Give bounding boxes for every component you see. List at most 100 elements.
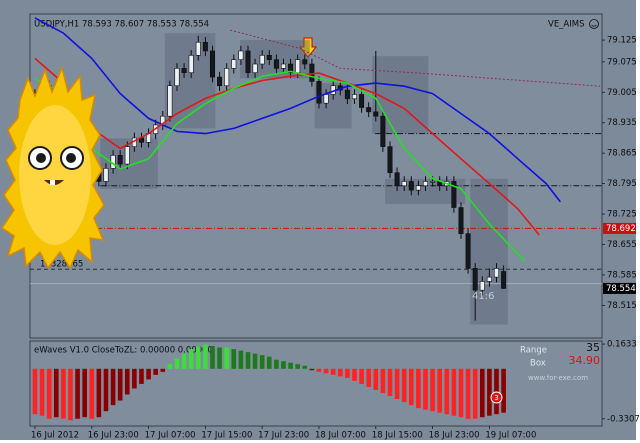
- candle-body: [451, 181, 457, 208]
- histogram-bar: [181, 353, 187, 369]
- candle-body: [458, 207, 464, 234]
- y-tick-label: 78.515: [607, 301, 637, 311]
- price-label: 78.554: [606, 284, 636, 294]
- histogram-bar: [259, 355, 265, 369]
- candle-body: [280, 63, 286, 69]
- histogram-bar: [96, 368, 102, 418]
- candle-body: [465, 233, 471, 269]
- candle-body: [401, 181, 407, 187]
- x-tick-label: 19 Jul 07:00: [485, 431, 536, 441]
- url: www.for-exe.com: [528, 374, 588, 382]
- histogram-bar: [195, 346, 201, 369]
- chart-title: USDJPY,H1 78.593 78.607 78.553 78.554: [34, 20, 209, 30]
- histogram-bar: [203, 344, 208, 369]
- x-tick-label: 17 Jul 23:00: [258, 431, 309, 441]
- candle-body: [302, 59, 308, 65]
- histogram-bar: [117, 368, 123, 401]
- histogram-bar: [437, 368, 442, 413]
- histogram-bar: [380, 368, 386, 394]
- histogram-bar: [32, 368, 38, 415]
- candle-body: [309, 63, 315, 82]
- candle-body: [238, 50, 244, 60]
- price-label: 78.692: [606, 224, 636, 234]
- histogram-bar: [82, 368, 87, 418]
- mascot-pupil: [66, 153, 76, 163]
- mascot-tooth: [50, 180, 55, 185]
- candle-body: [472, 268, 478, 291]
- histogram-bar: [316, 368, 322, 372]
- candle-body: [174, 68, 180, 87]
- histogram-bar: [494, 368, 499, 415]
- smiley-face: [589, 19, 599, 29]
- histogram-bar: [153, 368, 158, 375]
- histogram-bar: [472, 368, 478, 419]
- candle-body: [323, 94, 329, 104]
- histogram-bar: [110, 368, 116, 406]
- annotation: 13328565: [40, 260, 83, 270]
- histogram-bar: [132, 368, 137, 389]
- histogram-bar: [188, 349, 194, 369]
- histogram-bar: [401, 368, 407, 403]
- candle-body: [209, 50, 215, 78]
- candle-body: [167, 85, 173, 117]
- stat-value: 35: [586, 341, 600, 354]
- x-tick-label: 17 Jul 07:00: [145, 431, 196, 441]
- histogram-bar: [387, 368, 393, 397]
- histogram-bar: [487, 368, 492, 416]
- histogram-bar: [231, 349, 237, 369]
- histogram-bar: [309, 368, 315, 371]
- candle-body: [188, 55, 194, 74]
- signal-marker: [490, 391, 503, 404]
- mascot: [0, 65, 105, 270]
- histogram-bar: [174, 358, 180, 369]
- histogram-bar: [266, 356, 272, 369]
- candle-body: [288, 63, 294, 74]
- candle-body: [202, 41, 208, 52]
- moving-average: [34, 57, 540, 236]
- histogram-bar: [430, 368, 435, 412]
- histogram-bar: [124, 368, 130, 395]
- range-box: [470, 178, 508, 325]
- candle-body: [252, 63, 258, 74]
- histogram-bar: [458, 368, 464, 418]
- x-tick-label: 18 Jul 23:00: [429, 431, 480, 441]
- candle-body: [103, 168, 109, 182]
- moving-average: [230, 29, 601, 87]
- histogram-bar: [479, 368, 485, 418]
- candle-body: [486, 276, 492, 282]
- histogram-bar: [103, 368, 109, 412]
- candle-body: [245, 50, 251, 74]
- histogram-bar: [224, 347, 229, 369]
- histogram-bar: [139, 368, 144, 384]
- y-tick-label: 78.585: [607, 270, 637, 280]
- x-tick-label: 16 Jul 2012: [31, 431, 79, 441]
- histogram-bar: [366, 368, 371, 387]
- candle-body: [479, 281, 485, 291]
- y-tick-label: 78.655: [607, 240, 637, 250]
- histogram-bar: [373, 368, 379, 390]
- candle-body: [501, 271, 507, 289]
- candle-body: [217, 76, 223, 87]
- candle-body: [422, 181, 428, 187]
- histogram-bar: [217, 347, 222, 369]
- candle-body: [117, 155, 123, 165]
- y-tick-label: 79.125: [607, 36, 637, 46]
- candle-body: [124, 146, 130, 165]
- smiley-mouth: [591, 24, 597, 27]
- stat-value: 34.90: [569, 354, 601, 367]
- histogram-bar: [337, 368, 343, 377]
- price-label-box: [603, 282, 636, 294]
- candle-body: [195, 41, 201, 56]
- signal-label: 3: [494, 394, 498, 402]
- histogram-bar: [245, 352, 251, 369]
- indicator-name: VE_AIMS: [548, 20, 585, 30]
- mascot-highlight: [19, 105, 91, 245]
- histogram-bar: [75, 368, 80, 419]
- histogram-bar: [238, 350, 244, 369]
- indicator-title: eWaves V1.0 CloseToZL: 0.00000 0.00000: [34, 346, 213, 356]
- histogram-bar: [323, 368, 329, 374]
- smiley-icon: [589, 19, 599, 29]
- histogram-bar: [281, 361, 286, 369]
- y-tick-label: 78.935: [607, 118, 637, 128]
